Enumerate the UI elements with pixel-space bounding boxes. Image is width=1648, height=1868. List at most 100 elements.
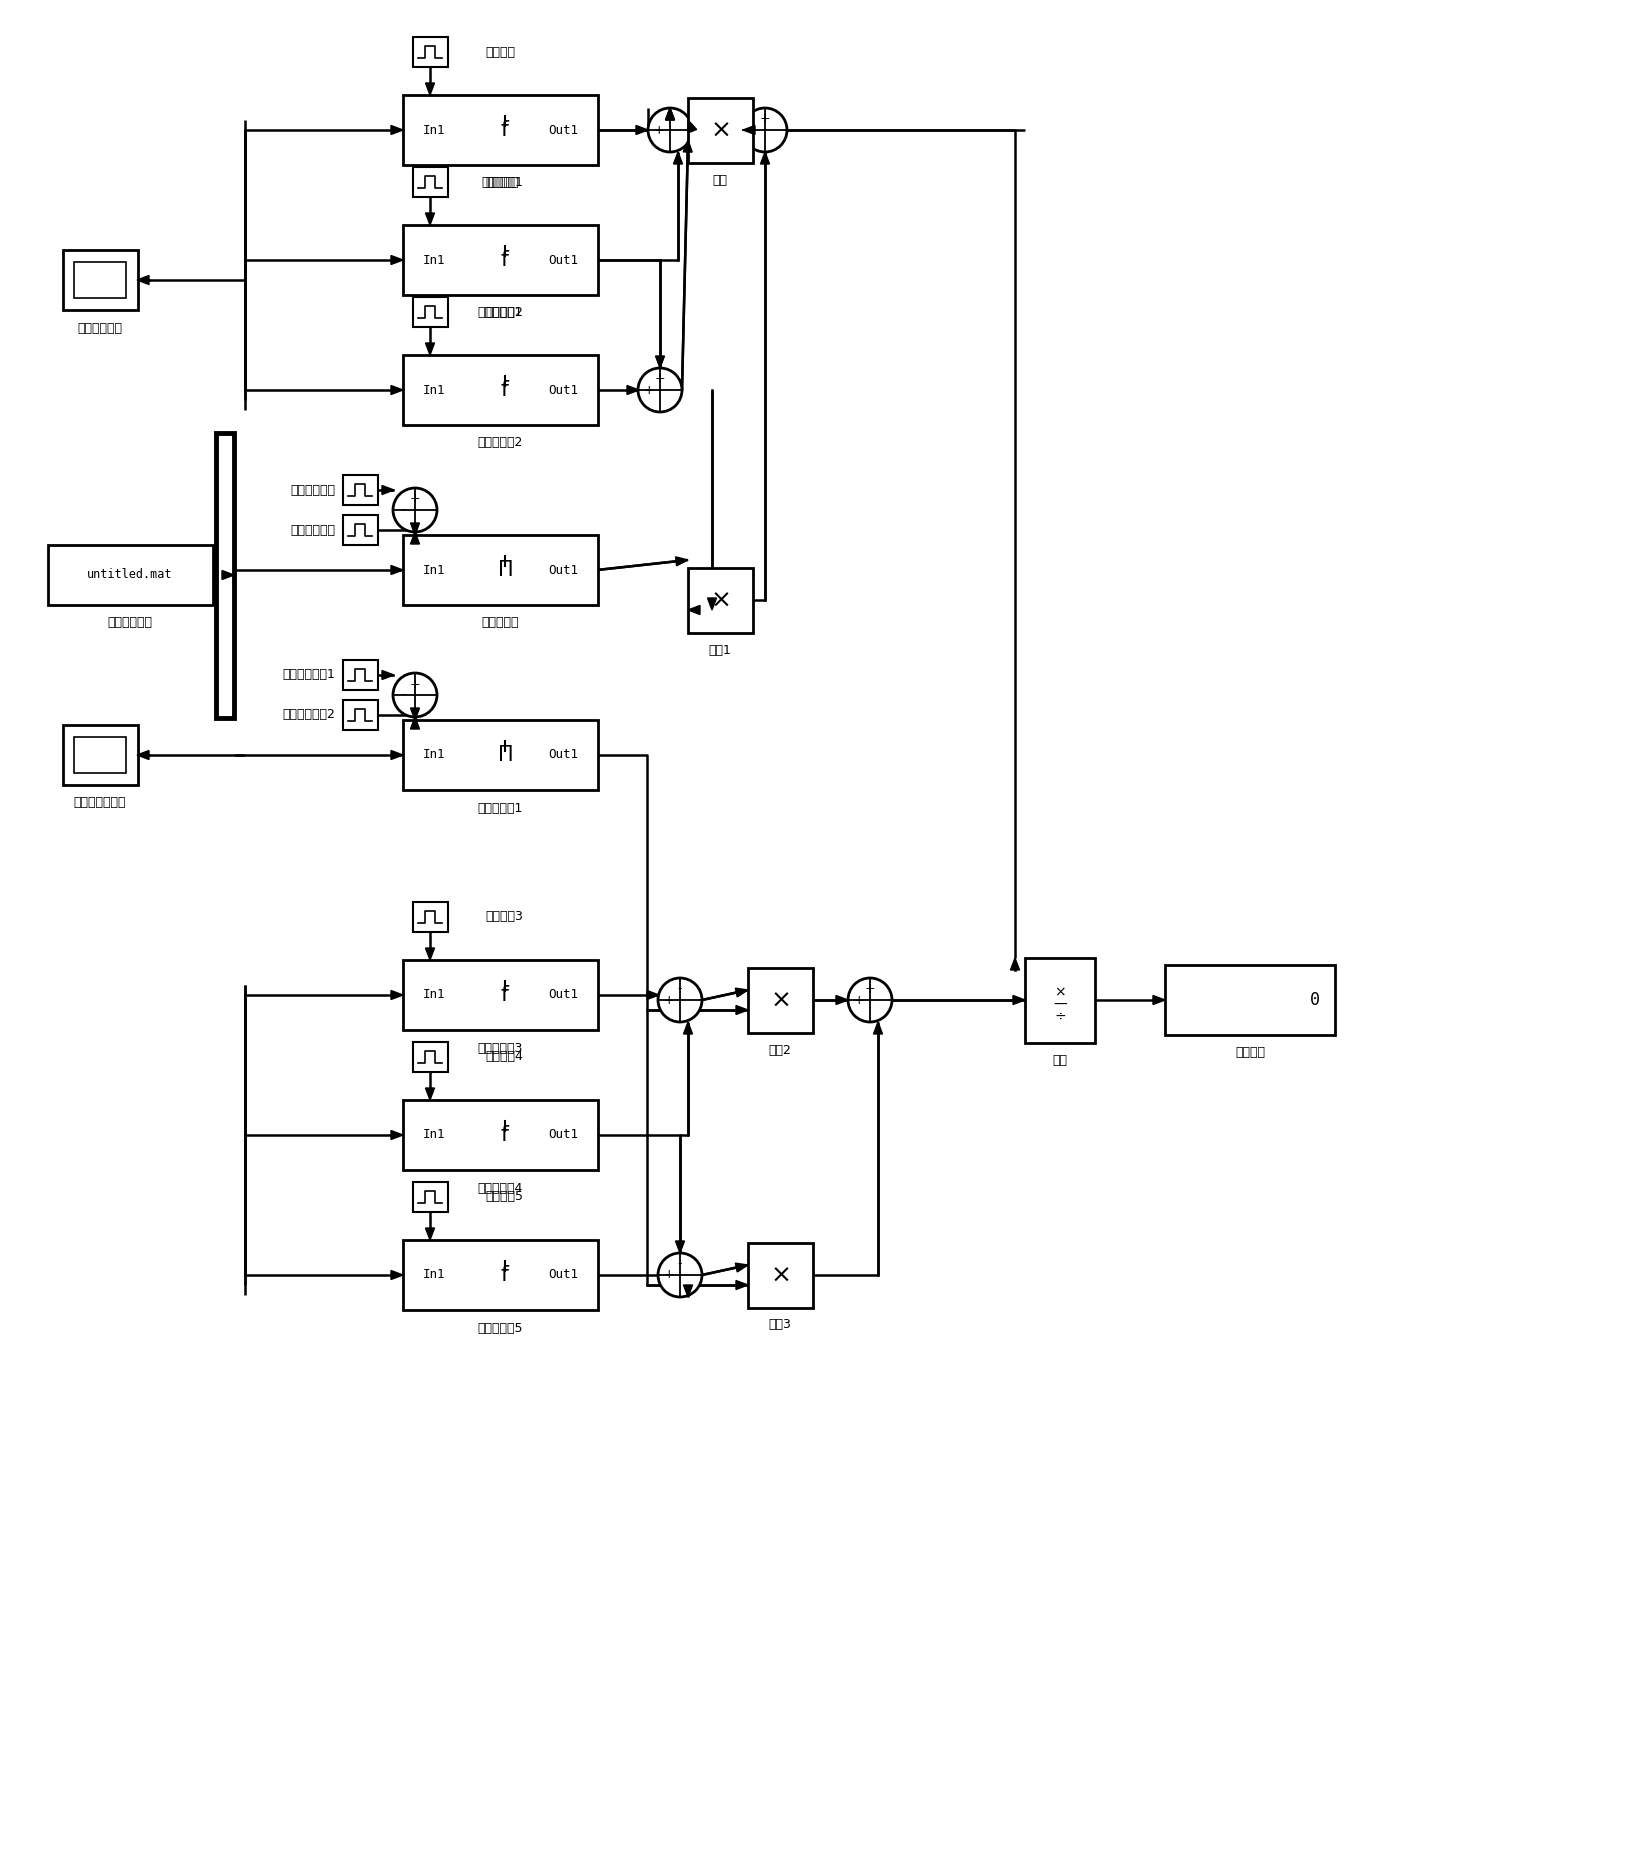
- Text: -: -: [677, 1257, 682, 1270]
- Text: 采样时刻2: 采样时刻2: [485, 306, 522, 319]
- Text: Out1: Out1: [549, 383, 578, 396]
- Polygon shape: [391, 990, 404, 999]
- Text: 触发子系统4: 触发子系统4: [478, 1181, 522, 1194]
- Bar: [414, 37, 448, 67]
- Text: -: -: [402, 504, 407, 516]
- Bar: [216, 433, 234, 717]
- Text: $\Pi$: $\Pi$: [498, 745, 513, 766]
- Polygon shape: [1010, 958, 1020, 969]
- Polygon shape: [410, 708, 420, 719]
- Text: Out1: Out1: [549, 123, 578, 136]
- Polygon shape: [687, 120, 697, 133]
- Circle shape: [638, 368, 682, 413]
- Text: +: +: [654, 372, 666, 385]
- Text: 采样时刻5: 采样时刻5: [485, 1190, 522, 1203]
- Bar: [404, 719, 598, 790]
- Text: $\mathsf{f}$: $\mathsf{f}$: [499, 120, 511, 140]
- Text: $\div$: $\div$: [1055, 1009, 1066, 1024]
- Polygon shape: [391, 1130, 404, 1139]
- Text: 采样时刻3: 采样时刻3: [485, 910, 522, 923]
- Text: $\Pi$: $\Pi$: [498, 560, 513, 579]
- Text: In1: In1: [424, 383, 445, 396]
- Bar: [343, 516, 377, 545]
- Text: —: —: [1053, 998, 1066, 1012]
- Polygon shape: [425, 1227, 435, 1240]
- Circle shape: [743, 108, 788, 151]
- Text: 采样时刻: 采样时刻: [485, 45, 514, 58]
- Bar: [404, 1240, 598, 1309]
- Text: 触发子系统5: 触发子系统5: [478, 1321, 522, 1334]
- Text: $\times$: $\times$: [710, 588, 730, 613]
- Polygon shape: [137, 275, 148, 284]
- Text: Out1: Out1: [549, 1268, 578, 1281]
- Polygon shape: [425, 344, 435, 355]
- Text: +: +: [760, 112, 770, 125]
- Bar: [404, 355, 598, 426]
- Text: 除法: 除法: [1053, 1054, 1068, 1067]
- Text: 使能子系统1: 使能子系统1: [478, 801, 522, 814]
- Text: 积分区间下限: 积分区间下限: [290, 484, 335, 497]
- Polygon shape: [1154, 996, 1165, 1005]
- Bar: [1165, 966, 1335, 1035]
- Text: In1: In1: [424, 1128, 445, 1141]
- Polygon shape: [626, 385, 639, 394]
- Text: 触发子系统: 触发子系统: [481, 176, 519, 189]
- Polygon shape: [648, 990, 659, 999]
- Polygon shape: [735, 1263, 748, 1272]
- Text: In1: In1: [424, 123, 445, 136]
- Text: 触发子系统1: 触发子系统1: [478, 306, 522, 319]
- Text: -: -: [667, 112, 672, 125]
- Polygon shape: [410, 532, 420, 544]
- Text: 电容器支路电流: 电容器支路电流: [74, 796, 127, 809]
- Bar: [404, 1100, 598, 1169]
- Text: $\mathsf{f}$: $\mathsf{f}$: [499, 250, 511, 271]
- Text: 乘法3: 乘法3: [768, 1319, 791, 1332]
- Text: $\mathsf{f}$: $\mathsf{f}$: [499, 984, 511, 1005]
- Text: 积分区间上限: 积分区间上限: [290, 523, 335, 536]
- Text: In1: In1: [424, 564, 445, 577]
- Circle shape: [392, 672, 437, 717]
- Bar: [404, 224, 598, 295]
- Polygon shape: [391, 125, 404, 134]
- Polygon shape: [674, 151, 682, 164]
- Text: In1: In1: [424, 988, 445, 1001]
- Text: -: -: [751, 123, 756, 136]
- Polygon shape: [656, 357, 664, 368]
- Text: 触发子系统2: 触发子系统2: [478, 437, 522, 450]
- Polygon shape: [425, 947, 435, 960]
- Circle shape: [648, 108, 692, 151]
- Polygon shape: [391, 385, 404, 394]
- Text: +: +: [644, 383, 654, 396]
- Polygon shape: [382, 671, 394, 680]
- Polygon shape: [676, 1240, 684, 1253]
- Text: Out1: Out1: [549, 564, 578, 577]
- Text: 积分区间下限1: 积分区间下限1: [282, 669, 335, 682]
- Bar: [414, 902, 448, 932]
- Bar: [343, 659, 377, 689]
- Bar: [748, 1242, 812, 1308]
- Polygon shape: [1014, 996, 1025, 1005]
- Text: +: +: [410, 493, 420, 506]
- Polygon shape: [137, 751, 148, 760]
- Text: Out1: Out1: [549, 749, 578, 762]
- Text: Out1: Out1: [549, 254, 578, 267]
- Text: 采样时刻1: 采样时刻1: [485, 176, 522, 189]
- Polygon shape: [873, 1022, 882, 1035]
- Polygon shape: [425, 82, 435, 95]
- Polygon shape: [666, 108, 674, 120]
- Bar: [343, 474, 377, 504]
- Text: 显示窗口: 显示窗口: [1234, 1046, 1266, 1059]
- Text: In1: In1: [424, 1268, 445, 1281]
- Text: Out1: Out1: [549, 1128, 578, 1141]
- Polygon shape: [425, 1087, 435, 1100]
- Text: 乘法2: 乘法2: [768, 1044, 791, 1057]
- Bar: [404, 960, 598, 1029]
- Text: $\times$: $\times$: [770, 988, 789, 1012]
- Bar: [343, 700, 377, 730]
- Bar: [74, 738, 125, 773]
- Polygon shape: [737, 1005, 748, 1014]
- Text: untitled.mat: untitled.mat: [87, 568, 173, 581]
- Polygon shape: [391, 256, 404, 265]
- Text: 采样数据文件: 采样数据文件: [107, 616, 153, 630]
- Text: -: -: [402, 689, 407, 702]
